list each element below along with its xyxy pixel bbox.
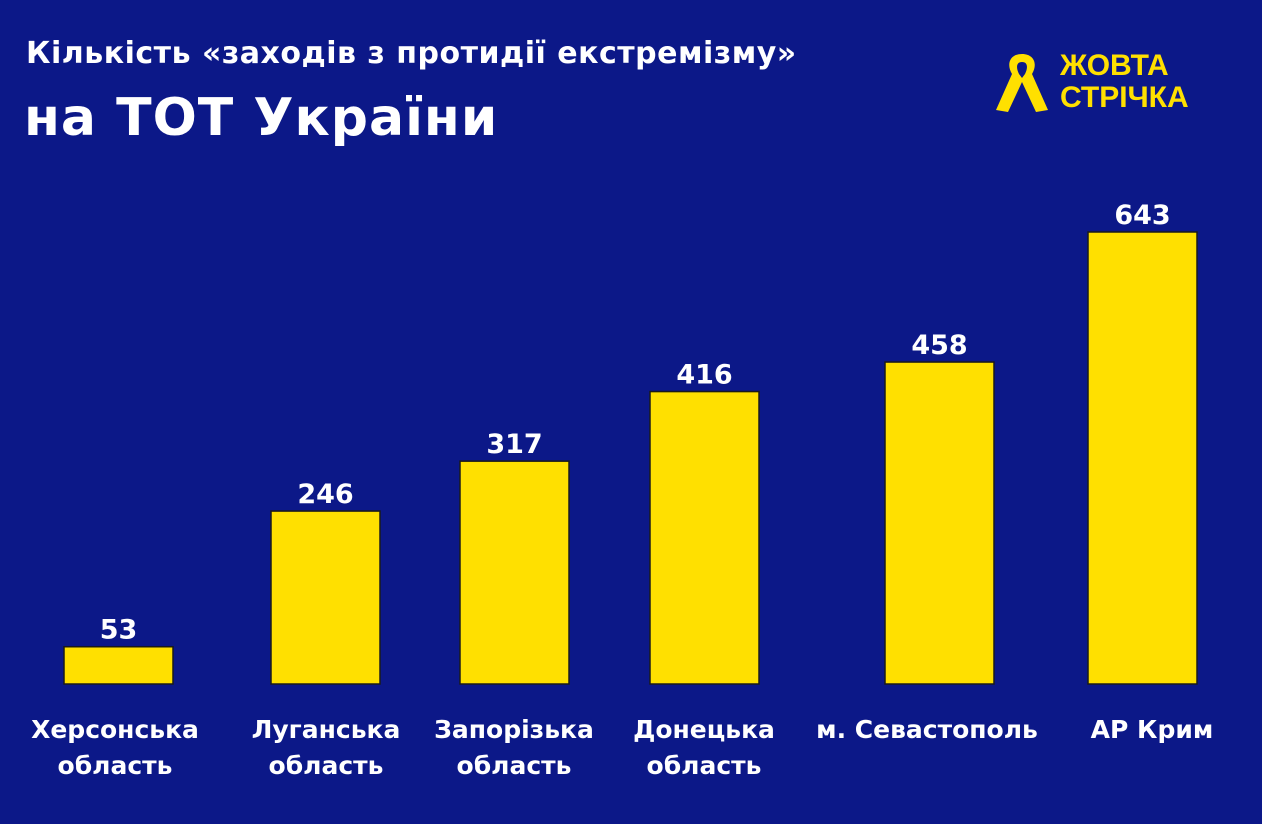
bar [459,460,570,685]
value-label: 416 [676,360,732,391]
ribbon-icon [996,54,1048,112]
bar [270,510,381,685]
bar [1087,231,1198,685]
category-label: Херсонська [31,715,199,744]
category-label: Донецька [633,715,775,744]
value-label: 643 [1114,200,1170,231]
value-label: 246 [297,479,353,510]
category-label: АР Крим [1091,715,1214,744]
category-label: м. Севастополь [816,715,1038,744]
value-label: 53 [100,615,138,646]
value-label: 317 [486,429,542,460]
category-label: область [647,751,762,780]
bar [649,390,760,685]
chart-subtitle: на ТОТ України [24,88,499,148]
category-label: область [457,751,572,780]
category-label: Луганська [252,715,401,744]
value-label: 458 [911,330,967,361]
brand-logo: ЖОВТА СТРІЧКА [992,50,1189,114]
bar [63,645,174,685]
category-label: область [269,751,384,780]
chart-title: Кількість «заходів з протидії екстремізм… [26,36,797,71]
brand-line2: СТРІЧКА [1060,81,1189,114]
bar [884,361,995,685]
brand-line1: ЖОВТА [1060,49,1169,82]
category-label: область [58,751,173,780]
category-label: Запорізька [434,715,594,744]
